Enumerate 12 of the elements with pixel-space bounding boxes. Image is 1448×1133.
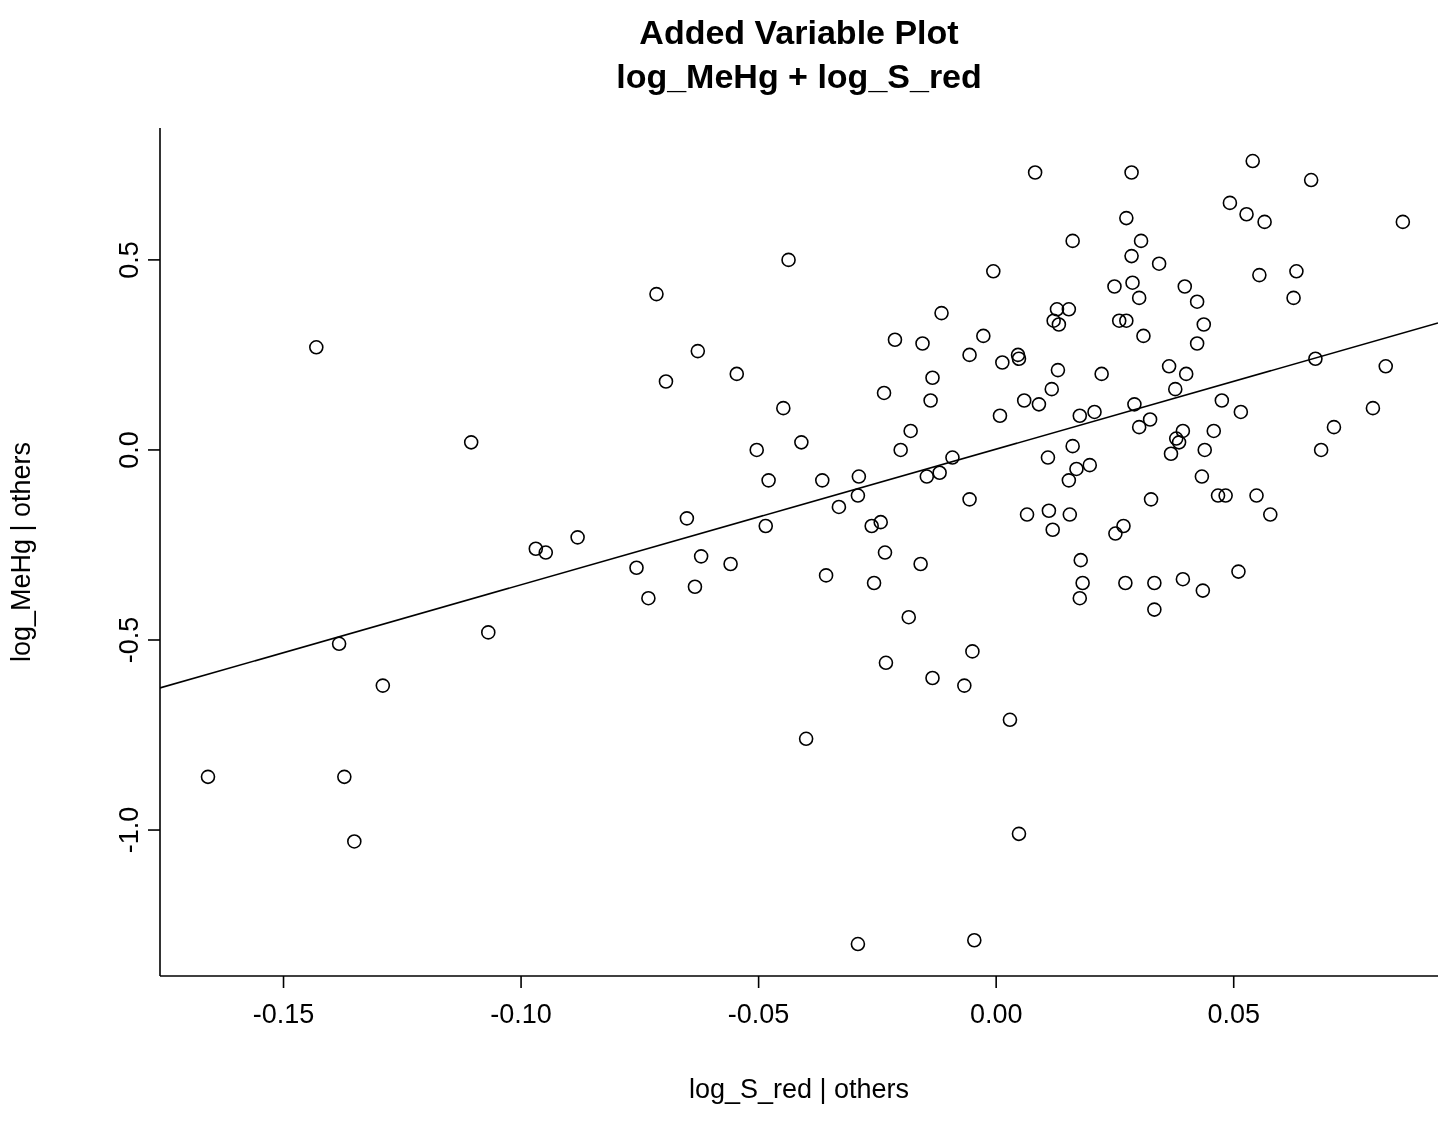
y-tick-label: -0.5	[114, 616, 144, 664]
y-axis-title: log_MeHg | others	[5, 441, 36, 663]
chart-title: Added Variable Plot log_MeHg + log_S_red	[615, 12, 983, 97]
x-tick-label: -0.05	[727, 999, 790, 1030]
y-tick-label: 0.5	[114, 241, 144, 279]
y-tick-label: 0.0	[114, 431, 144, 469]
x-tick-label: -0.15	[252, 999, 315, 1030]
y-tick-label: -1.0	[114, 806, 144, 854]
x-tick-label: 0.00	[969, 999, 1023, 1030]
x-axis-title: log_S_red | others	[688, 1074, 910, 1104]
x-tick-label: -0.10	[490, 999, 552, 1030]
x-tick-label: 0.05	[1207, 999, 1260, 1030]
